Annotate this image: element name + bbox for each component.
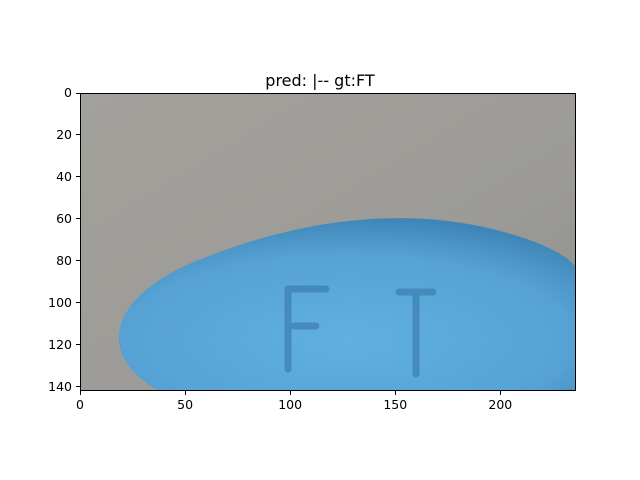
x-tick-label: 200 [488,397,513,412]
y-tick-mark [76,134,80,136]
y-tick-label: 80 [56,252,72,268]
y-tick-label: 140 [48,378,72,394]
y-tick-label: 120 [48,336,72,352]
y-tick-label: 100 [48,294,72,310]
x-tick-mark [184,391,186,395]
x-tick-mark [499,391,501,395]
y-tick-mark [76,176,80,178]
x-tick-mark [289,391,291,395]
y-tick-mark [76,302,80,304]
y-tick-label: 60 [56,210,72,226]
tablet [119,218,575,390]
y-tick-mark [76,344,80,346]
y-tick-label: 20 [56,126,72,142]
tablet-imprint [284,285,437,378]
x-tick-label: 0 [76,397,84,412]
x-tick-mark [394,391,396,395]
y-tick-label: 0 [64,85,72,100]
image-axes [80,93,576,391]
y-tick-mark [76,386,80,388]
tablet-photo [81,94,575,390]
figure-title: pred: |-- gt:FT [265,71,375,90]
x-tick-label: 100 [278,397,303,412]
y-tick-mark [76,92,80,94]
y-tick-mark [76,218,80,220]
y-tick-mark [76,260,80,262]
x-tick-label: 50 [177,397,194,412]
x-tick-mark [79,391,81,395]
y-tick-label: 40 [56,168,72,184]
x-tick-label: 150 [383,397,408,412]
